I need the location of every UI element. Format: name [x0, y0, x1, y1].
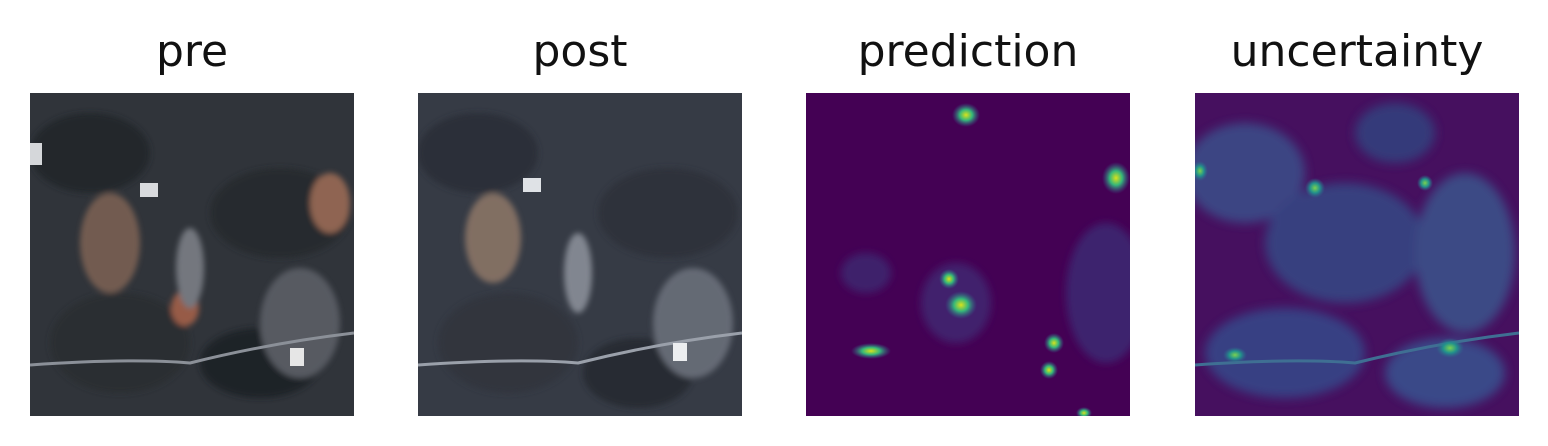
uncertainty-heatmap [1195, 93, 1519, 416]
prediction-heatmap-image [806, 93, 1130, 416]
panel-title-prediction: prediction [857, 26, 1079, 77]
pre-image [30, 93, 354, 416]
panel-post: post [418, 0, 742, 446]
post-image [418, 93, 742, 416]
uncertainty-heatmap-image [1195, 93, 1519, 416]
panel-pre: pre [30, 0, 354, 446]
post-satellite-image [418, 93, 742, 416]
prediction-heatmap [806, 93, 1130, 416]
panel-uncertainty: uncertainty [1195, 0, 1519, 446]
panel-title-pre: pre [155, 26, 229, 77]
panel-prediction: prediction [806, 0, 1130, 446]
pre-satellite-image [30, 93, 354, 416]
panel-title-post: post [532, 26, 628, 77]
panel-title-uncertainty: uncertainty [1230, 26, 1484, 77]
